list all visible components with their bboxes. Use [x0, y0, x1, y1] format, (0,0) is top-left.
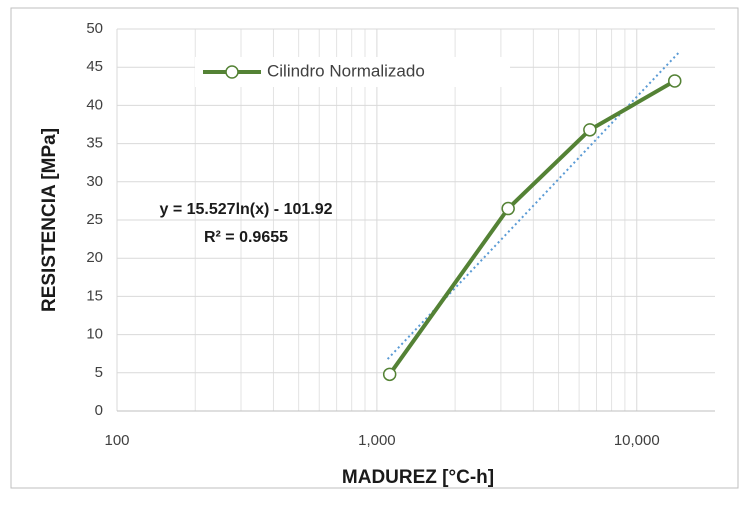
data-point	[501, 201, 515, 216]
y-axis-title: RESISTENCIA [MPa]	[39, 128, 60, 312]
y-tick-label: 35	[86, 135, 103, 152]
trendline-equation: y = 15.527ln(x) - 101.92	[160, 201, 333, 218]
y-tick-label: 25	[86, 211, 103, 228]
data-point	[382, 367, 397, 382]
legend-label: Cilindro Normalizado	[267, 61, 425, 80]
trendline-r-squared: R² = 0.9655	[204, 229, 288, 246]
data-point	[583, 123, 597, 137]
y-tick-label: 40	[86, 96, 103, 113]
y-tick-label: 15	[86, 287, 103, 304]
legend-marker	[225, 65, 239, 79]
y-tick-label: 0	[95, 402, 103, 419]
series-line	[388, 79, 676, 376]
y-tick-label: 5	[95, 364, 103, 381]
chart-frame	[10, 7, 739, 489]
y-tick-label: 30	[86, 173, 103, 190]
plot: Cilindro Normalizado	[195, 51, 682, 382]
x-tick-label: 1,000	[358, 432, 396, 449]
y-tick-label: 45	[86, 58, 103, 75]
y-tick-label: 20	[86, 249, 103, 266]
y-tick-label: 50	[86, 20, 103, 37]
data-point	[667, 74, 682, 88]
x-tick-label: 10,000	[614, 432, 660, 449]
y-tick-label: 10	[86, 326, 103, 343]
x-tick-label: 100	[104, 432, 129, 449]
x-axis-title: MADUREZ [°C-h]	[342, 467, 494, 488]
